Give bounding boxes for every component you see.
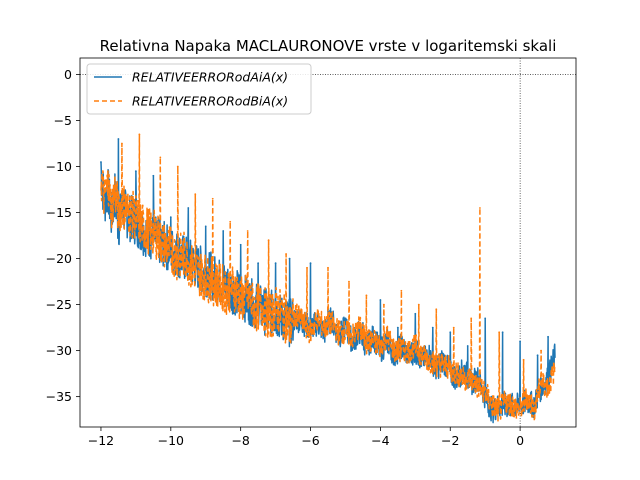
peak-point [365, 294, 368, 297]
x-tick-label: −10 [158, 433, 184, 448]
peak-point [382, 303, 385, 306]
peak-point [400, 289, 403, 292]
peak-point [169, 216, 172, 219]
peak-point [547, 335, 549, 338]
peak-point [117, 138, 120, 140]
x-axis: −12 −10 −8 −6 −4 −2 0 [88, 427, 524, 448]
series-b [100, 133, 556, 422]
peak-point [274, 262, 277, 265]
peak-point [194, 193, 197, 196]
peak-point [470, 317, 473, 320]
y-tick-label: −15 [46, 205, 72, 220]
peak-point [134, 170, 137, 173]
legend-label-a: RELATIVEERRORodAiA(x) [132, 70, 288, 85]
peak-point [484, 317, 487, 320]
x-tick-label: −6 [301, 433, 319, 448]
peak-point [239, 243, 242, 246]
peak-point [466, 345, 469, 347]
peak-point [204, 225, 207, 228]
plot-area [79, 57, 577, 428]
peak-point [211, 197, 214, 200]
peak-point [501, 331, 504, 334]
peak-point [121, 142, 123, 145]
peak-point [107, 170, 109, 173]
peak-point [222, 230, 225, 232]
peak-point [348, 280, 350, 283]
peak-point [257, 262, 260, 265]
peak-point [540, 349, 542, 352]
peak-point [519, 340, 522, 343]
peak-point [229, 220, 232, 223]
peak-point [344, 317, 347, 320]
plot-frame [79, 57, 577, 428]
series-layer [100, 133, 556, 424]
peak-point [550, 372, 553, 375]
peak-point [288, 257, 291, 260]
x-tick-label: −4 [371, 433, 389, 448]
peak-point [452, 326, 455, 329]
peak-point [435, 308, 438, 311]
peak-point [152, 174, 155, 177]
y-tick-label: −10 [46, 159, 72, 174]
x-tick-label: −8 [231, 433, 249, 448]
peak-point [449, 331, 452, 334]
y-axis: 0 −5 −10 −15 −20 −25 −30 −35 [46, 67, 80, 404]
peak-point [379, 299, 382, 301]
peak-point [522, 358, 525, 361]
chart-title: Relativna Napaka MACLAURONOVE vrste v lo… [100, 37, 557, 55]
peak-point [138, 133, 141, 136]
peak-point [309, 262, 312, 265]
peak-point [327, 266, 329, 269]
legend: RELATIVEERRORodAiA(x) RELATIVEERRORodBiA… [86, 63, 312, 115]
y-tick-label: −20 [46, 251, 72, 266]
peak-point [431, 326, 434, 329]
y-tick-label: −5 [54, 113, 72, 128]
x-tick-label: −12 [88, 433, 114, 448]
legend-box [86, 63, 312, 115]
peak-point [285, 253, 287, 255]
peak-point [267, 239, 270, 242]
peak-point [187, 207, 190, 209]
y-tick-label: −35 [46, 389, 72, 404]
peak-point [479, 207, 481, 209]
peak-point [417, 303, 420, 306]
peak-point [414, 312, 417, 315]
x-tick-label: 0 [516, 433, 524, 448]
legend-label-b: RELATIVEERRORodBiA(x) [132, 94, 288, 109]
y-tick-label: 0 [64, 67, 72, 82]
y-tick-label: −30 [46, 343, 72, 358]
y-tick-label: −25 [46, 297, 72, 312]
peak-point [536, 354, 539, 357]
peak-point [176, 165, 179, 168]
peak-point [396, 326, 399, 329]
peak-point [100, 161, 102, 163]
x-tick-label: −2 [441, 433, 459, 448]
peak-point [159, 156, 162, 159]
peak-point [306, 266, 308, 269]
peak-point [498, 331, 501, 334]
peak-point [246, 230, 249, 232]
